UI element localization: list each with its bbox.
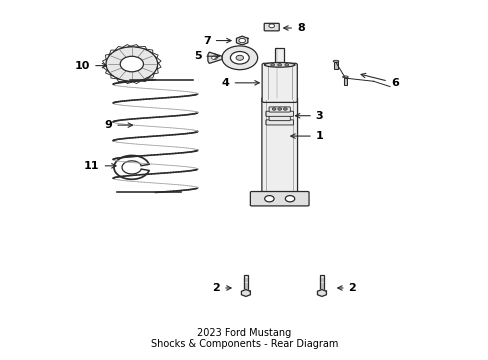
Circle shape bbox=[106, 47, 157, 81]
FancyBboxPatch shape bbox=[275, 48, 284, 99]
Circle shape bbox=[120, 56, 143, 72]
Ellipse shape bbox=[332, 60, 338, 62]
FancyBboxPatch shape bbox=[262, 63, 297, 102]
Ellipse shape bbox=[264, 63, 294, 67]
Text: 9: 9 bbox=[104, 120, 132, 130]
Polygon shape bbox=[236, 36, 247, 45]
Circle shape bbox=[230, 51, 249, 64]
Text: 2: 2 bbox=[337, 283, 356, 293]
Text: 7: 7 bbox=[203, 36, 231, 46]
Text: 6: 6 bbox=[360, 73, 398, 88]
FancyBboxPatch shape bbox=[333, 63, 337, 69]
Text: 3: 3 bbox=[295, 111, 323, 121]
Circle shape bbox=[268, 24, 274, 28]
FancyBboxPatch shape bbox=[264, 23, 279, 31]
Text: 1: 1 bbox=[290, 131, 323, 141]
Circle shape bbox=[285, 195, 294, 202]
Circle shape bbox=[285, 64, 288, 66]
Text: 10: 10 bbox=[75, 60, 106, 71]
Circle shape bbox=[236, 55, 243, 60]
Text: 8: 8 bbox=[283, 23, 304, 33]
FancyBboxPatch shape bbox=[320, 275, 323, 289]
Circle shape bbox=[277, 64, 281, 66]
FancyBboxPatch shape bbox=[343, 78, 346, 85]
Circle shape bbox=[283, 108, 286, 110]
Text: 5: 5 bbox=[193, 51, 219, 61]
FancyBboxPatch shape bbox=[265, 120, 293, 125]
Polygon shape bbox=[241, 289, 250, 296]
Polygon shape bbox=[317, 289, 326, 296]
Text: 2023 Ford Mustang
Shocks & Components - Rear Diagram: 2023 Ford Mustang Shocks & Components - … bbox=[150, 328, 338, 349]
Polygon shape bbox=[207, 52, 222, 63]
FancyBboxPatch shape bbox=[262, 98, 297, 193]
Circle shape bbox=[272, 108, 275, 110]
FancyBboxPatch shape bbox=[268, 107, 290, 112]
Text: 4: 4 bbox=[222, 78, 259, 88]
FancyBboxPatch shape bbox=[244, 275, 247, 289]
Circle shape bbox=[264, 195, 273, 202]
Ellipse shape bbox=[342, 76, 347, 78]
Circle shape bbox=[270, 64, 274, 66]
FancyBboxPatch shape bbox=[268, 116, 290, 121]
Circle shape bbox=[222, 46, 257, 70]
FancyBboxPatch shape bbox=[265, 111, 293, 116]
Text: 2: 2 bbox=[212, 283, 231, 293]
Text: 11: 11 bbox=[84, 161, 116, 171]
Circle shape bbox=[211, 56, 217, 60]
Circle shape bbox=[238, 39, 245, 43]
FancyBboxPatch shape bbox=[250, 192, 308, 206]
Circle shape bbox=[277, 108, 281, 110]
